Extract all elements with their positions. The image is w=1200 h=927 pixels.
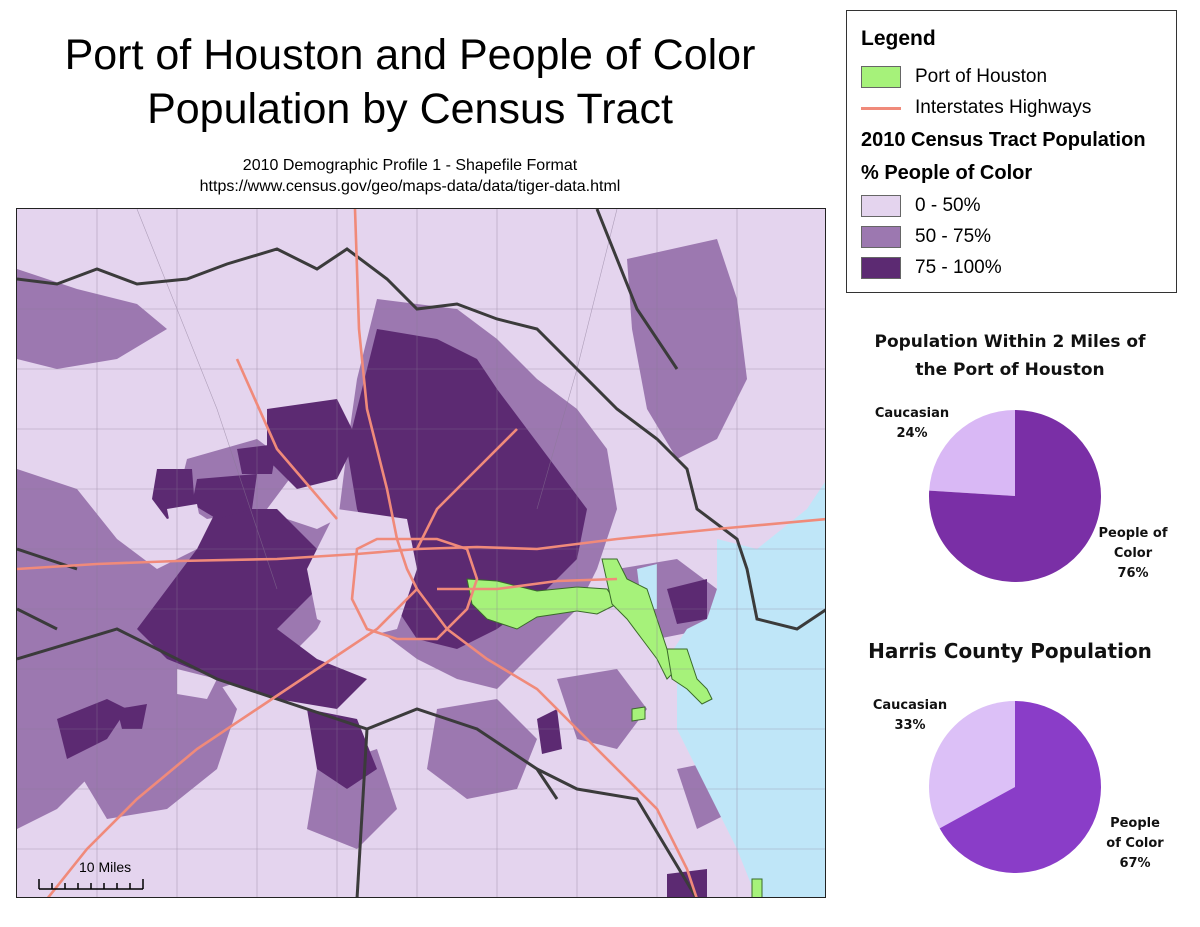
legend-highway-label: Interstates Highways (915, 97, 1092, 118)
legend-title: Legend (861, 27, 936, 50)
pie2-title: Harris County Population (868, 639, 1152, 663)
legend-class-low-label: 0 - 50% (915, 195, 981, 216)
legend-class-mid-label: 50 - 75% (915, 226, 992, 247)
source-url: https://www.census.gov/geo/maps-data/dat… (199, 178, 621, 195)
pie2-label-poc: People of Color 67% (1095, 814, 1175, 874)
map-title-line2: Population by Census Tract (147, 85, 673, 133)
class-low-swatch (861, 195, 901, 217)
legend-item-port: Port of Houston (861, 64, 1047, 90)
pie2-slice-caucasian (929, 701, 1015, 829)
pie1-slice-people-of-color (929, 410, 1101, 582)
legend-port-label: Port of Houston (915, 66, 1048, 87)
legend-item-class-high: 75 - 100% (861, 255, 1002, 281)
map-legend: Legend Port of Houston Interstates Highw… (846, 10, 1177, 293)
legend-item-highway: Interstates Highways (861, 95, 1091, 121)
pie2-poc-line2: of Color (1106, 836, 1164, 851)
map-subtitle: 2010 Demographic Profile 1 - Shapefile F… (60, 155, 760, 197)
class-high-swatch (861, 257, 901, 279)
pie1-caucasian-name: Caucasian (874, 406, 950, 421)
highway-swatch (861, 97, 901, 119)
map-panel[interactable]: 10 Miles (16, 208, 826, 898)
source-description: 2010 Demographic Profile 1 - Shapefile F… (242, 157, 578, 174)
pie1-title: Population Within 2 Miles of the Port of… (850, 328, 1170, 384)
pie2-label-caucasian: Caucasian 33% (860, 696, 960, 736)
pie-chart-county (929, 701, 1101, 873)
legend-metric-heading: % People of Color (861, 162, 1033, 184)
scale-bar-ticks (38, 879, 144, 890)
legend-item-class-low: 0 - 50% (861, 193, 980, 219)
scale-bar: 10 Miles (37, 859, 147, 897)
pie1-slice-caucasian (929, 410, 1015, 496)
pie1-title-line2: the Port of Houston (915, 360, 1105, 380)
scale-bar-label: 10 Miles (79, 859, 132, 875)
pie2-slice-people-of-color (939, 701, 1101, 873)
map-title-line1: Port of Houston and People of Color (64, 31, 756, 79)
map-title: Port of Houston and People of Color Popu… (20, 28, 800, 136)
port-swatch (861, 66, 901, 88)
pie1-label-poc: People of Color 76% (1088, 524, 1178, 584)
pie1-caucasian-pct: 24% (896, 426, 928, 441)
legend-population-heading: 2010 Census Tract Population (861, 129, 1146, 151)
pie2-poc-pct: 67% (1119, 856, 1151, 871)
pie1-label-caucasian: Caucasian 24% (862, 404, 962, 444)
class-mid-swatch (861, 226, 901, 248)
pie1-poc-pct: 76% (1117, 566, 1149, 581)
legend-class-high-label: 75 - 100% (915, 257, 1002, 278)
pie1-poc-line2: Color (1113, 546, 1153, 561)
pie-chart-port (929, 410, 1101, 582)
interstate-highways (17, 209, 825, 897)
county-boundaries (17, 209, 825, 897)
choropleth-map (17, 209, 825, 897)
port-of-houston (466, 558, 763, 897)
pie2-caucasian-pct: 33% (894, 718, 926, 733)
legend-item-class-mid: 50 - 75% (861, 224, 991, 250)
pie1-title-line1: Population Within 2 Miles of (874, 332, 1146, 352)
pie1-poc-line1: People of (1098, 526, 1168, 541)
pie2-poc-line1: People (1110, 816, 1160, 831)
tracts-central-low (167, 504, 417, 699)
pie2-caucasian-name: Caucasian (872, 698, 948, 713)
